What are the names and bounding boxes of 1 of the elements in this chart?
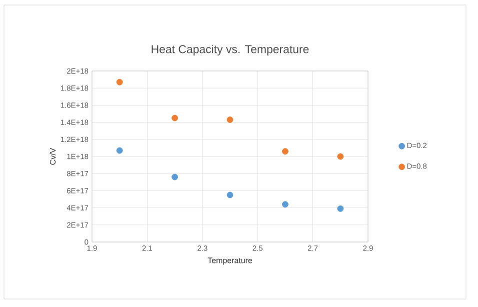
chart-title: Heat Capacity vs. Temperature xyxy=(152,44,309,56)
